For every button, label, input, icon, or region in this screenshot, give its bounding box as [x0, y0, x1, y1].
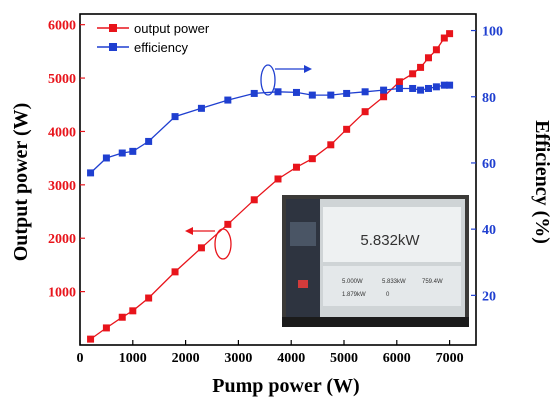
- x-tick-label: 0: [77, 351, 84, 366]
- x-tick-label: 2000: [172, 351, 200, 366]
- data-point-efficiency: [409, 84, 417, 92]
- data-point-output-power: [118, 313, 126, 321]
- x-tick-label: 1000: [119, 351, 147, 366]
- data-point-efficiency: [440, 81, 448, 89]
- inset-alert-indicator: [298, 280, 308, 288]
- data-point-efficiency: [380, 86, 388, 94]
- inset-value-panel: [323, 207, 461, 262]
- y-left-tick-label: 1000: [48, 286, 76, 301]
- y-left-tick-label: 6000: [48, 19, 76, 34]
- data-point-efficiency: [292, 88, 300, 96]
- output-power-arrow-head: [185, 227, 193, 235]
- data-point-output-power: [380, 93, 388, 101]
- x-tick-label: 6000: [383, 351, 411, 366]
- data-point-output-power: [395, 78, 403, 86]
- series-layer: [87, 30, 454, 343]
- inset-monitor-bezel: [282, 317, 469, 327]
- inset-stat-1: 5.000W: [342, 279, 363, 285]
- tick-labels: 0 1000 2000 3000 4000 5000 6000 700010002000300…: [48, 19, 503, 366]
- y-right-tick-label: 40: [482, 223, 496, 238]
- inset-stat-2: 5.833kW: [382, 279, 406, 285]
- data-point-efficiency: [250, 89, 258, 97]
- data-point-efficiency: [327, 91, 335, 99]
- data-point-efficiency: [395, 84, 403, 92]
- efficiency-ellipse: [260, 64, 276, 96]
- inset-display-value: 5.832kW: [360, 232, 420, 249]
- axis-ticks: [79, 24, 476, 345]
- data-point-output-power: [197, 244, 205, 252]
- data-point-output-power: [308, 155, 316, 163]
- data-point-output-power: [145, 294, 153, 302]
- x-tick-label: 5000: [330, 351, 358, 366]
- data-point-efficiency: [308, 91, 316, 99]
- legend-label-efficiency: efficiency: [134, 40, 188, 55]
- efficiency-arrow-head: [304, 65, 312, 73]
- data-point-output-power: [424, 54, 432, 62]
- inset-stats-panel: [323, 266, 461, 306]
- data-point-output-power: [417, 63, 425, 71]
- data-point-output-power: [292, 163, 300, 171]
- data-point-efficiency: [424, 84, 432, 92]
- inset-stat-3: 759.4W: [422, 279, 443, 285]
- data-point-output-power: [274, 175, 282, 183]
- y-left-tick-label: 5000: [48, 72, 76, 87]
- data-point-output-power: [224, 220, 232, 228]
- data-point-efficiency: [417, 86, 425, 94]
- legend-label-output-power: output power: [134, 21, 210, 36]
- data-point-efficiency: [118, 149, 126, 157]
- data-point-output-power: [361, 108, 369, 116]
- legend-marker-output-power: [109, 24, 117, 32]
- legend-marker-efficiency: [109, 43, 117, 51]
- data-point-output-power: [129, 307, 137, 315]
- x-tick-label: 4000: [277, 351, 305, 366]
- data-point-efficiency: [446, 81, 454, 89]
- data-point-efficiency: [432, 83, 440, 91]
- x-tick-label: 7000: [436, 351, 464, 366]
- data-point-output-power: [102, 324, 110, 332]
- y-left-tick-label: 4000: [48, 125, 76, 140]
- data-point-output-power: [432, 46, 440, 54]
- output-power-ellipse: [214, 228, 232, 260]
- data-point-efficiency: [102, 154, 110, 162]
- y-axis-left-title: Output power (W): [10, 103, 32, 262]
- data-point-efficiency: [129, 147, 137, 155]
- inset-stat-4: 1.879kW: [342, 292, 366, 298]
- inset-sidebar: [286, 199, 320, 317]
- annotations: [185, 64, 312, 260]
- data-point-efficiency: [224, 96, 232, 104]
- data-point-efficiency: [343, 89, 351, 97]
- data-point-efficiency: [361, 88, 369, 96]
- inset-stat-5: 0: [386, 292, 390, 298]
- data-point-output-power: [87, 335, 95, 343]
- y-right-tick-label: 100: [482, 25, 503, 40]
- inset-photo: 5.832kW 5.000W 5.833kW 759.4W 1.879kW 0: [282, 195, 469, 327]
- y-left-tick-label: 3000: [48, 179, 76, 194]
- y-axis-right-title: Efficiency (%): [531, 120, 550, 244]
- data-point-output-power: [171, 268, 179, 276]
- x-tick-label: 3000: [224, 351, 252, 366]
- data-point-efficiency: [274, 88, 282, 96]
- data-point-output-power: [446, 30, 454, 38]
- y-right-tick-label: 60: [482, 157, 496, 172]
- data-point-efficiency: [87, 169, 95, 177]
- data-point-efficiency: [145, 137, 153, 145]
- data-point-output-power: [343, 125, 351, 133]
- plot-frame: [79, 13, 477, 346]
- data-point-output-power: [250, 196, 258, 204]
- inset-sidebar-panel: [290, 222, 316, 246]
- y-left-tick-label: 2000: [48, 232, 76, 247]
- data-point-efficiency: [197, 104, 205, 112]
- data-point-output-power: [440, 34, 448, 42]
- x-axis-title: Pump power (W): [212, 375, 359, 397]
- legend: output power efficiency: [97, 21, 210, 55]
- y-right-tick-label: 80: [482, 91, 496, 106]
- data-point-efficiency: [171, 113, 179, 121]
- data-point-output-power: [327, 141, 335, 149]
- data-point-output-power: [409, 70, 417, 78]
- y-right-tick-label: 20: [482, 289, 496, 304]
